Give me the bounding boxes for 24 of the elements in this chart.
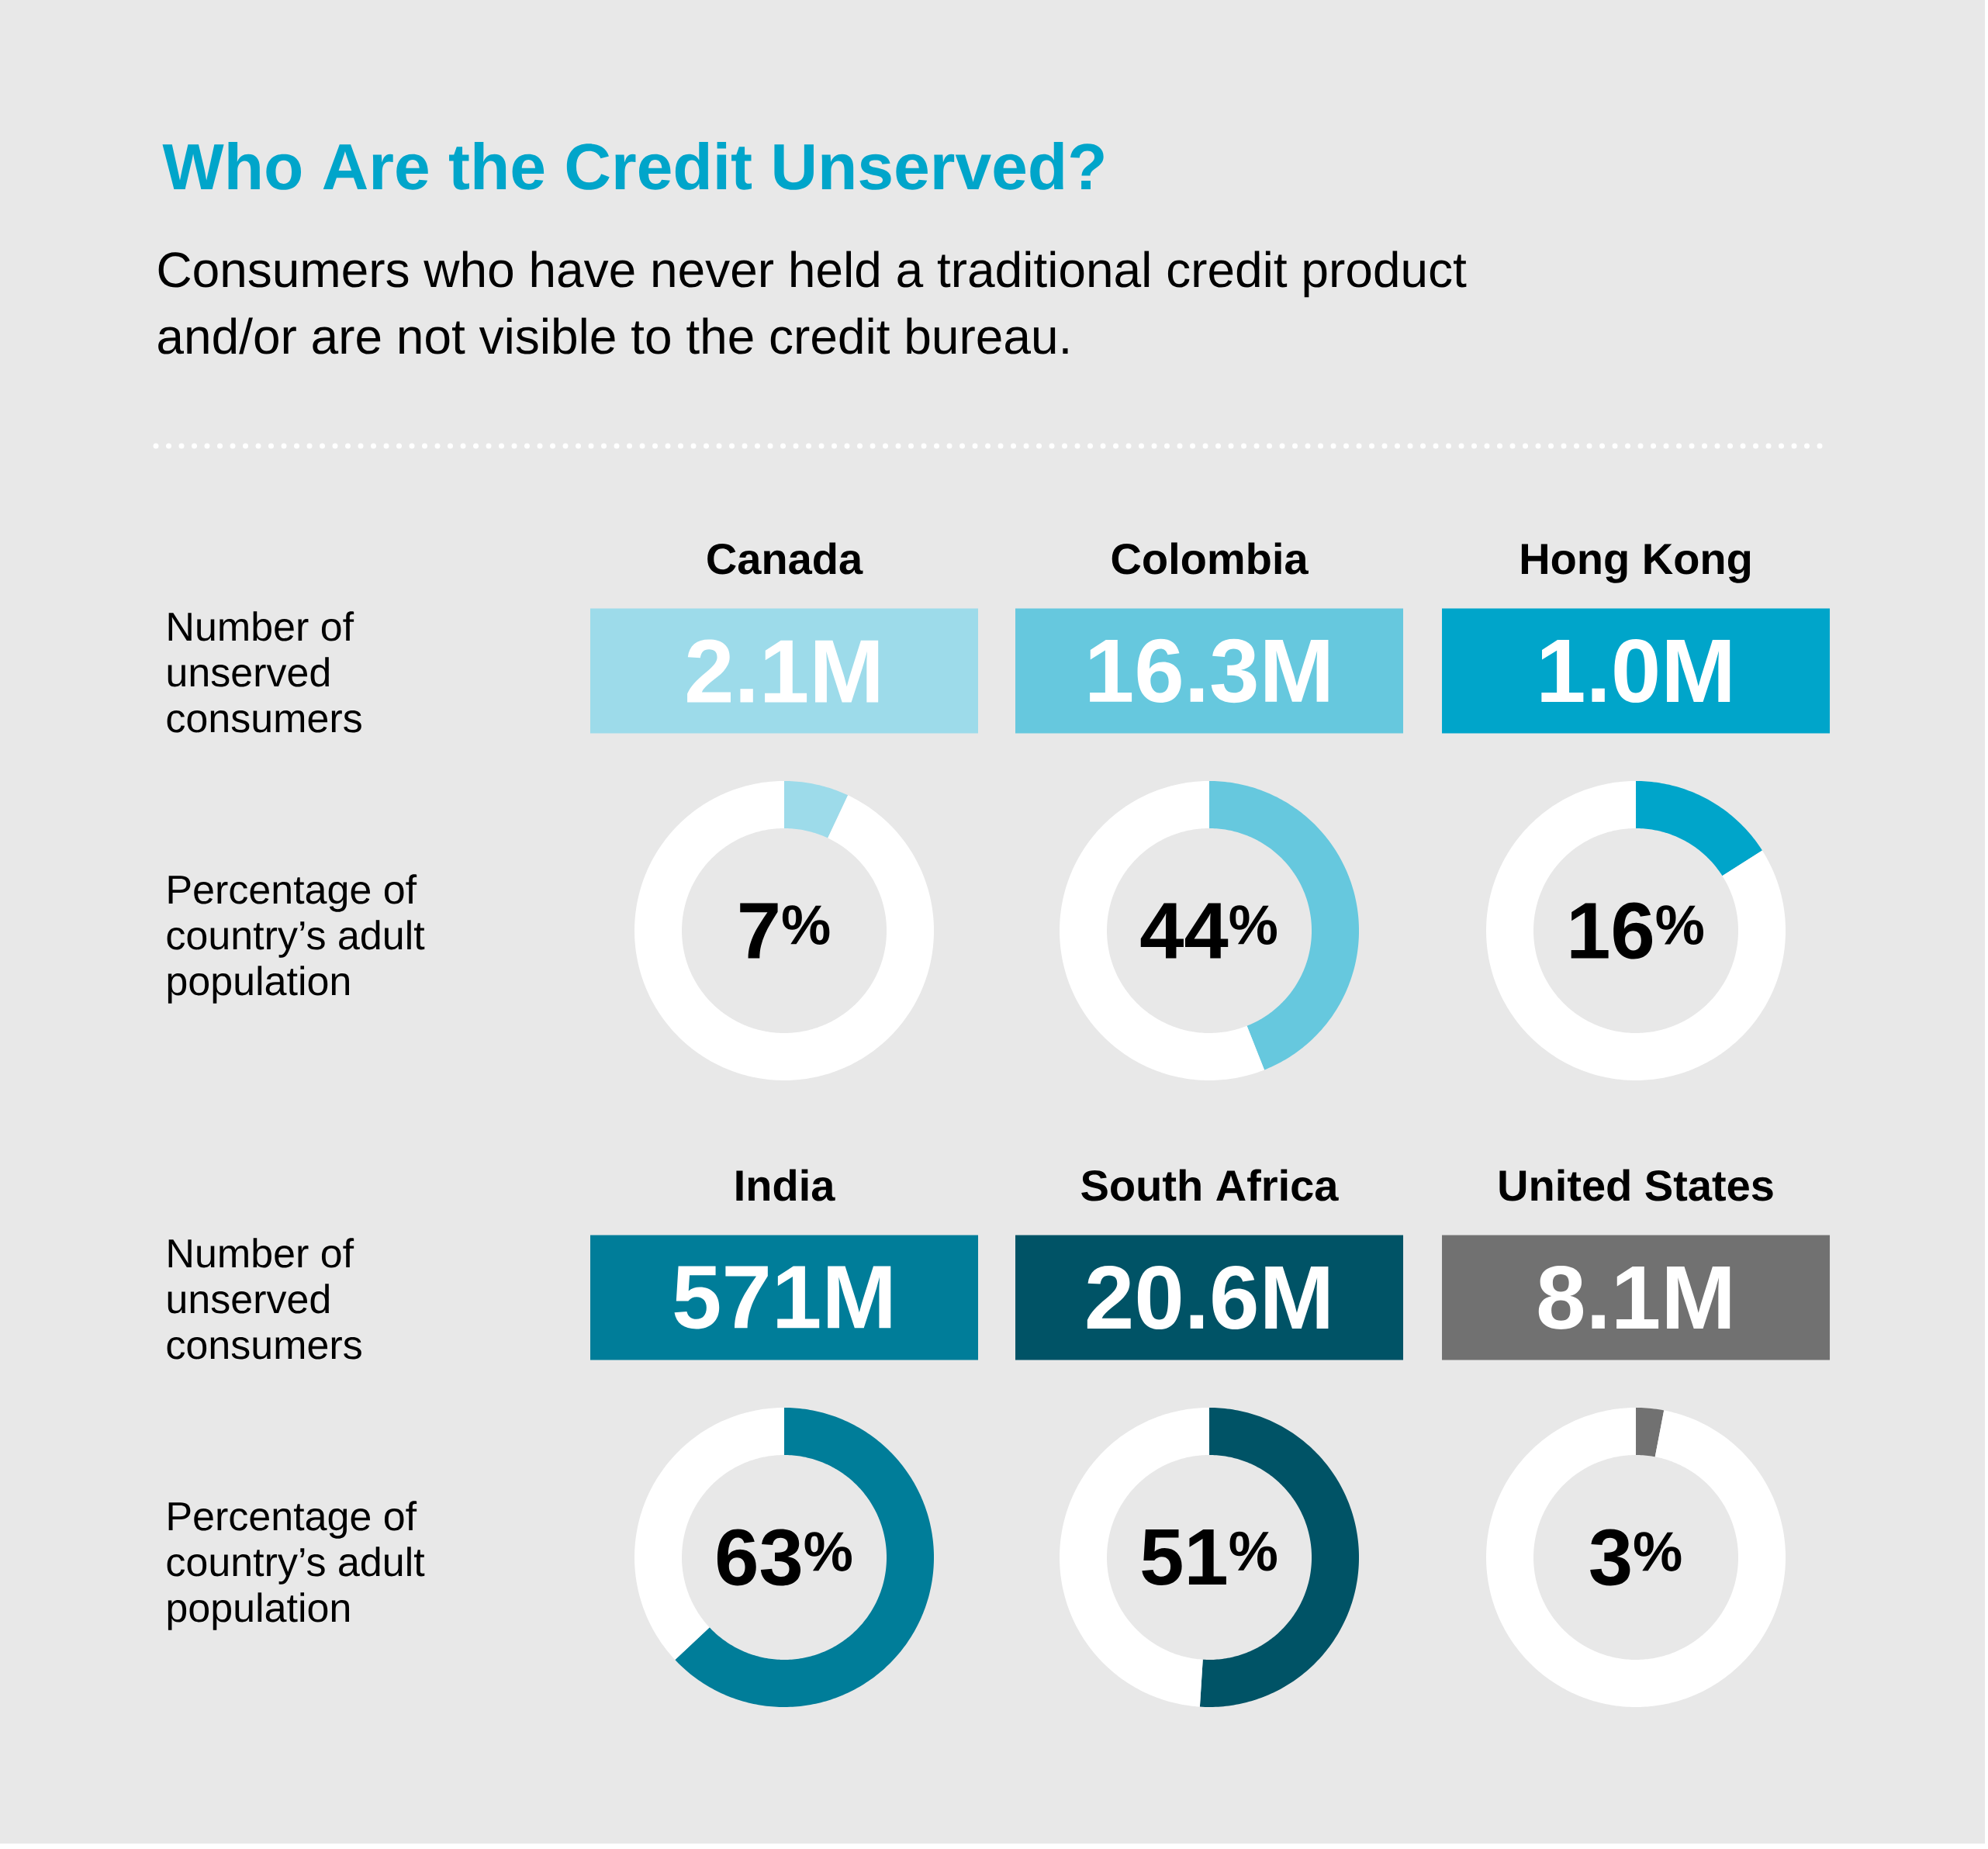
chart-title: India xyxy=(736,1169,835,1201)
text: 16$^{%}$ xyxy=(1571,902,1703,959)
text: 51$^{%}$ xyxy=(1142,1529,1277,1585)
text: 2.1M xyxy=(687,639,879,703)
chart-title: Hong Kong xyxy=(1521,544,1751,583)
text: 8.1M xyxy=(1538,1265,1730,1330)
text: Percentage of country’s adult population xyxy=(167,1501,425,1630)
text: Who Are the Credit Unserved? xyxy=(162,142,1104,190)
chart-title: Colombia xyxy=(1112,542,1309,575)
chart-title: South Africa xyxy=(1081,1169,1339,1201)
text: 63$^{%}$ xyxy=(717,1529,852,1586)
text: 7$^{%}$ xyxy=(740,903,830,959)
text: 16.3M xyxy=(1090,638,1329,703)
text: Number of unserved consumers xyxy=(167,1238,361,1360)
text: Consumers who have never held a traditional credit product and/or are not visible to the credit bureau. xyxy=(158,251,1467,354)
text: 3$^{%}$ xyxy=(1590,1529,1682,1586)
text: 20.6M xyxy=(1087,1265,1329,1330)
text: Percentage of country’s adult population xyxy=(167,874,425,1004)
text: 1.0M xyxy=(1541,638,1730,703)
chart-title: Canada xyxy=(707,542,863,575)
text: 571M xyxy=(674,1266,891,1329)
chart-title: United States xyxy=(1499,1169,1773,1201)
text: 44$^{%}$ xyxy=(1140,903,1277,959)
text: Number of unserved consumers xyxy=(167,611,361,733)
